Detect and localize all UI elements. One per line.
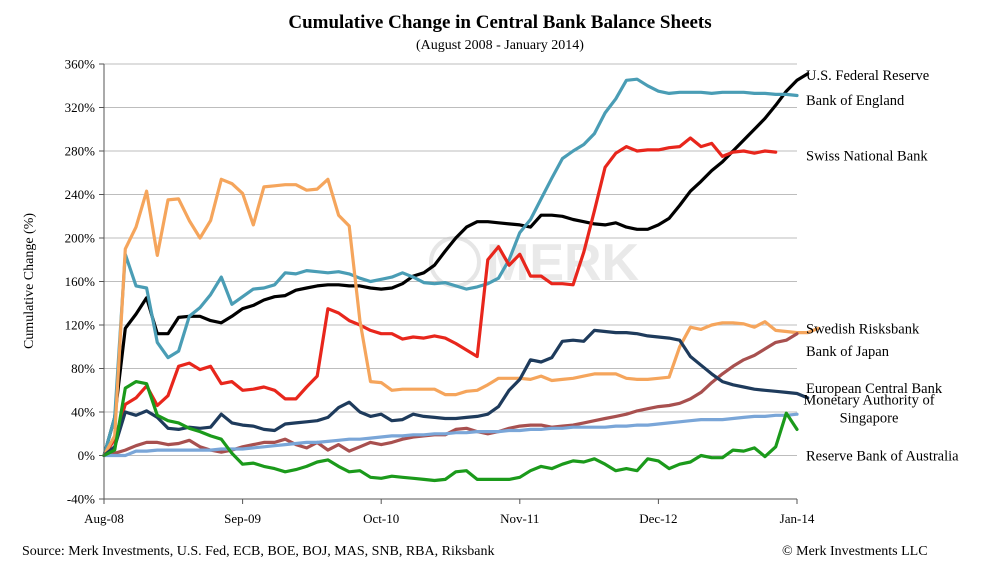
- series-line-european-central-bank: [102, 328, 810, 458]
- chart-subtitle: (August 2008 - January 2014): [416, 38, 584, 53]
- axes: [103, 64, 798, 504]
- y-tick-label: 160%: [65, 274, 96, 289]
- series-label-bank-of-england: Bank of England: [806, 93, 905, 109]
- y-tick-label: 0%: [78, 448, 96, 463]
- series-line-monetary-authority-of-singapore: [102, 412, 799, 458]
- copyright-note: © Merk Investments LLC: [782, 544, 928, 559]
- source-note: Source: Merk Investments, U.S. Fed, ECB,…: [22, 544, 495, 559]
- y-tick-label: 40%: [71, 405, 95, 420]
- series-label-monetary-authority-of-singapore: Monetary Authority of: [803, 393, 934, 409]
- x-tick-label: Aug-08: [84, 511, 124, 526]
- series-label-swedish-risksbank: Swedish Risksbank: [806, 321, 920, 337]
- series-label-swiss-national-bank: Swiss National Bank: [806, 148, 928, 164]
- series-line-reserve-bank-of-australia: [102, 380, 799, 483]
- series-lines: [102, 72, 820, 483]
- x-tick-label: Dec-12: [639, 511, 677, 526]
- y-axis-label: Cumulative Change (%): [22, 213, 37, 349]
- x-tick-labels: Aug-08 Sep-09 Oct-10 Nov-11 Dec-12 Jan-14: [84, 511, 815, 526]
- y-tick-label: 320%: [65, 100, 96, 115]
- x-tick-label: Jan-14: [780, 511, 815, 526]
- x-tick-label: Nov-11: [500, 511, 539, 526]
- y-tick-label: 280%: [65, 144, 96, 159]
- y-tick-label: -40%: [67, 492, 95, 507]
- series-label-european-central-bank: European Central Bank: [806, 381, 943, 397]
- y-tick-label: 360%: [65, 57, 96, 72]
- series-label-u-s-federal-reserve: U.S. Federal Reserve: [806, 68, 929, 84]
- series-label-monetary-authority-of-singapore: Singapore: [840, 411, 899, 427]
- x-tick-label: Sep-09: [224, 511, 261, 526]
- y-tick-label: 240%: [65, 187, 96, 202]
- series-line-bank-of-england: [102, 77, 799, 458]
- series-line-swiss-national-bank: [102, 136, 778, 458]
- chart-title: Cumulative Change in Central Bank Balanc…: [288, 12, 711, 33]
- series-labels: U.S. Federal Reserve Bank of England Swiss…: [803, 68, 959, 465]
- series-line-swedish-risksbank: [102, 177, 820, 458]
- series-line-u-s-federal-reserve: [102, 72, 810, 458]
- x-tick-label: Oct-10: [363, 511, 399, 526]
- merk-watermark: MERK: [429, 234, 640, 292]
- y-tick-labels: -40% 0% 40% 80% 120% 160% 200% 240% 280% 320% 360%: [65, 57, 96, 507]
- series-label-bank-of-japan: Bank of Japan: [806, 344, 890, 360]
- series-label-reserve-bank-of-australia: Reserve Bank of Australia: [806, 449, 959, 465]
- y-tick-label: 120%: [65, 318, 96, 333]
- y-tick-label: 200%: [65, 231, 96, 246]
- y-tick-label: 80%: [71, 361, 95, 376]
